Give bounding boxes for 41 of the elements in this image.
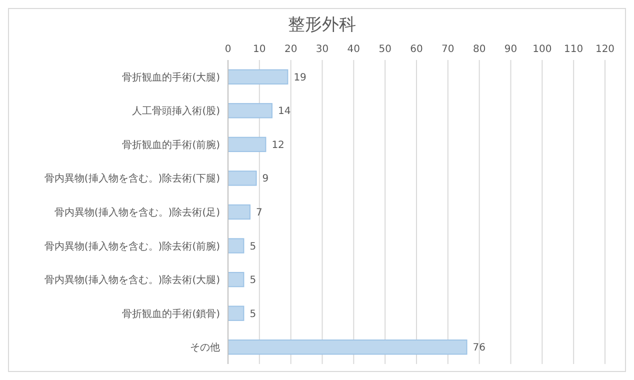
y-tick-label: 骨内異物(挿入物を含む。)除去術(足) xyxy=(54,206,220,218)
bar xyxy=(228,272,244,288)
x-tick-label: 120 xyxy=(595,44,615,55)
bar xyxy=(228,238,244,254)
x-tick-label: 80 xyxy=(472,44,486,55)
x-tick-label: 10 xyxy=(253,44,266,55)
y-tick-label: 骨折観血的手術(大腿) xyxy=(122,71,220,84)
data-label: 9 xyxy=(262,174,269,185)
x-tick-label: 30 xyxy=(316,44,329,55)
bar xyxy=(228,170,257,186)
bar xyxy=(228,103,272,118)
bar xyxy=(228,340,468,355)
bar xyxy=(228,69,288,84)
bar xyxy=(228,306,244,321)
y-tick-label: 骨内異物(挿入物を含む。)除去術(前腕) xyxy=(44,240,220,252)
y-tick-label: その他 xyxy=(190,342,220,354)
y-tick-label: 骨内異物(挿入物を含む。)除去術(下腿) xyxy=(44,172,220,185)
data-label: 12 xyxy=(272,140,284,151)
data-label: 5 xyxy=(250,275,256,286)
x-tick-label: 60 xyxy=(410,44,423,55)
bar xyxy=(228,204,250,220)
y-tick-label: 骨内異物(挿入物を含む。)除去術(大腿) xyxy=(44,274,220,286)
chart-title: 整形外科 xyxy=(288,15,356,35)
y-tick-label: 骨折観血的手術(鎖骨) xyxy=(122,308,220,320)
data-label: 5 xyxy=(250,241,256,252)
data-label: 76 xyxy=(472,342,486,354)
x-tick-label: 100 xyxy=(532,44,552,55)
x-tick-label: 20 xyxy=(284,44,298,55)
x-tick-label: 110 xyxy=(564,44,584,55)
x-tick-label: 90 xyxy=(504,44,518,55)
y-tick-label: 人工骨頭挿入術(股) xyxy=(132,105,220,118)
data-label: 5 xyxy=(250,308,256,320)
x-tick-label: 0 xyxy=(224,44,232,55)
x-tick-label: 40 xyxy=(347,44,360,55)
data-label: 7 xyxy=(256,208,262,218)
bar xyxy=(228,136,266,152)
x-tick-label: 70 xyxy=(442,44,454,55)
x-tick-label: 50 xyxy=(378,44,392,55)
data-label: 19 xyxy=(294,72,306,84)
y-tick-label: 骨折観血的手術(前腕) xyxy=(122,138,220,151)
data-label: 14 xyxy=(278,106,291,118)
